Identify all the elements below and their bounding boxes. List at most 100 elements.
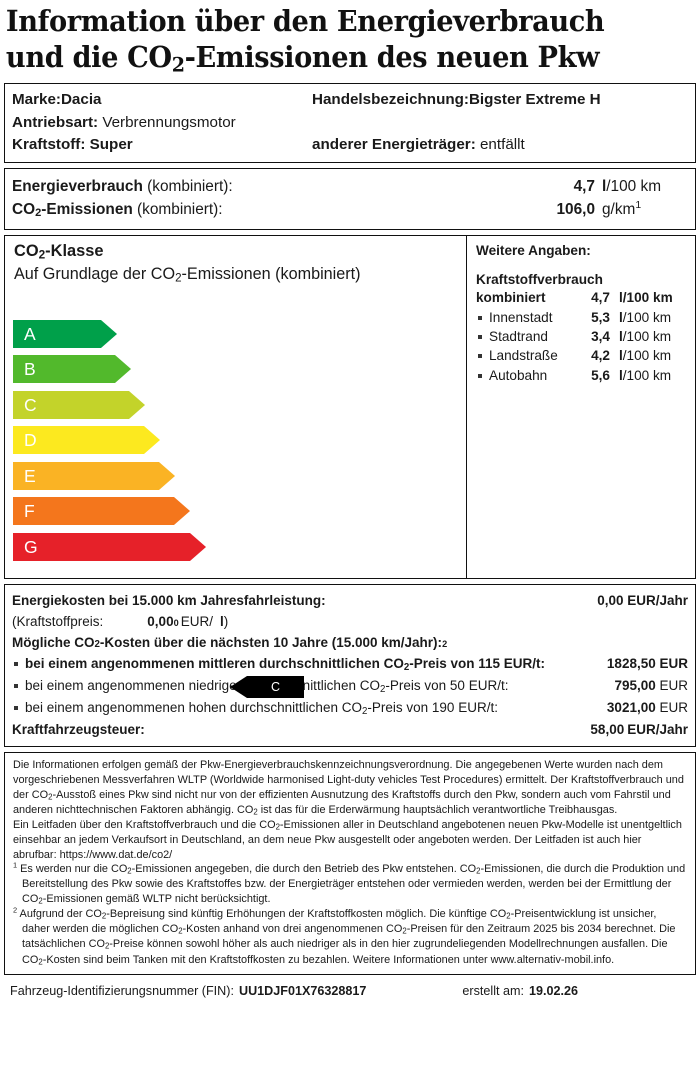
- energy-costs-row: Energiekosten bei 15.000 km Jahresfahrle…: [12, 590, 688, 611]
- anderer-energietraeger-value: entfällt: [479, 135, 525, 153]
- fuel-price-row: (Kraftstoffpreis: 0,00 0 EUR/ l): [12, 611, 688, 632]
- created-label: erstellt am:: [462, 983, 524, 998]
- co2-class-letter: E: [24, 465, 36, 486]
- bar-tip-icon: [190, 532, 206, 561]
- co2-costs-heading: Mögliche CO 2 -Kosten über die nächsten 10…: [12, 632, 688, 653]
- consumption-block: Energieverbrauch (kombiniert): 4,7 l/100…: [4, 167, 696, 230]
- fineprint-block: Die Informationen erfolgen gemäß der Pkw…: [4, 752, 696, 975]
- kraftstoff-label: Kraftstoff:: [12, 135, 86, 153]
- co2-subscript: 2: [476, 866, 481, 876]
- further-info-title: Weitere Angaben:: [476, 242, 591, 258]
- kraftstoff-value: Super: [89, 135, 133, 153]
- bullet-icon: [478, 354, 482, 359]
- fin-label: Fahrzeug-Identifizierungsnummer (FIN):: [10, 983, 234, 998]
- fuel-price-unit: EUR/: [180, 613, 213, 629]
- bar-tip-icon: [101, 319, 117, 348]
- fuel-row-value: 3,4: [591, 328, 610, 344]
- fuel-row-stadtrand: Stadtrand 3,4 l/100 km: [476, 327, 689, 346]
- co2-subscript: 2: [38, 247, 46, 262]
- bar-tip-icon: [129, 390, 145, 419]
- co2-price-unit: EUR/t:: [458, 700, 498, 716]
- energy-consumption-label: Energieverbrauch (kombiniert):: [12, 177, 233, 195]
- co2-class-letter: A: [24, 323, 36, 344]
- bar-tip-icon: [144, 426, 160, 455]
- co2-subscript: 2: [506, 911, 511, 921]
- fuel-row-label: Innenstadt: [489, 309, 553, 325]
- co2-cost-row-amount: 3021,00 EUR: [606, 700, 688, 716]
- co2-cost-row-3: bei einem angenommenen hohen durchschnit…: [12, 697, 688, 719]
- co2-class-indicator-arrow: C: [230, 675, 304, 698]
- co2-price: 115: [474, 656, 504, 672]
- fineprint-paragraph-1: Die Informationen erfolgen gemäß der Pkw…: [13, 759, 684, 817]
- fuel-row-label: Autobahn: [489, 367, 548, 383]
- arrow-body: C: [247, 675, 304, 698]
- co2-cost-row-label: bei einem angenommenen mittleren durchsc…: [12, 653, 607, 675]
- co2-subscript: 2: [38, 896, 43, 906]
- co2-cost-row-2: bei einem angenommenen niedrigen durchsc…: [12, 675, 688, 697]
- co2-class-subtitle: Auf Grundlage der CO2-Emissionen (kombin…: [14, 264, 361, 284]
- handelsbezeichnung-label: Handelsbezeichnung:: [312, 91, 469, 109]
- handelsbezeichnung-value: Bigster Extreme H: [468, 91, 601, 109]
- arrow-head-icon: [230, 675, 247, 698]
- created-value: 19.02.26: [529, 983, 579, 998]
- energy-costs-label: Energiekosten bei 15.000 km Jahresfahrle…: [12, 592, 326, 608]
- co2-subscript: 2: [48, 792, 53, 802]
- co2-cost-row-amount: 795,00 EUR: [614, 678, 688, 694]
- co2-subscript: 2: [35, 207, 42, 220]
- fuel-row-unit: l/100 km: [619, 367, 672, 383]
- co2-class-bar-c: C: [13, 390, 206, 419]
- fuel-row-innenstadt: Innenstadt 5,3 l/100 km: [476, 308, 689, 327]
- co2-class-block: CO2-Klasse Auf Grundlage der CO2-Emissio…: [4, 234, 696, 698]
- fin-value: UU1DJF01X76328817: [238, 983, 367, 998]
- co2-subscript: 2: [275, 822, 280, 832]
- co2-class-bar-e: E: [13, 461, 206, 490]
- co2-class-bar-a: A: [13, 319, 206, 348]
- fuel-row-unit: l/100 km: [619, 309, 672, 325]
- fuel-row-unit: l/100 km: [619, 328, 672, 344]
- identity-row-antriebsart: Antriebsart: Verbrennungsmotor: [12, 112, 688, 134]
- co2-subscript: 2: [94, 639, 100, 651]
- co2-subscript: 2: [104, 942, 110, 952]
- co2-class-letter: D: [24, 430, 37, 451]
- consumption-row-co2: CO2-Emissionen (kombiniert): 106,0 g/km1: [12, 198, 688, 222]
- co2-subscript: 2: [402, 926, 407, 936]
- co2-subscript: 2: [253, 807, 258, 817]
- co2-class-letter: F: [24, 501, 35, 522]
- vehicle-identity-block: Marke:Dacia Handelsbezeichnung:Bigster E…: [4, 83, 696, 163]
- page-title-line1: Information über den Energieverbrauch: [5, 4, 605, 38]
- co2-class-bar-g: G: [13, 532, 206, 561]
- co2-emissions-unit: g/km1: [602, 199, 642, 219]
- co2-class-letter: C: [24, 394, 37, 415]
- fuel-price-value: 0,00: [147, 613, 174, 629]
- identity-row-marke: Marke:Dacia Handelsbezeichnung:Bigster E…: [12, 89, 688, 111]
- co2-class-bar-b: B: [13, 355, 206, 384]
- fuel-row-landstrae: Landstraße 4,2 l/100 km: [476, 346, 689, 365]
- bar-tip-icon: [174, 497, 190, 526]
- fuel-row-label: Stadtrand: [489, 328, 548, 344]
- fuel-row-unit: l/100 km: [619, 348, 672, 364]
- co2-subscript: 2: [379, 684, 386, 696]
- bar-body: [13, 426, 144, 455]
- energy-consumption-value: 4,7: [573, 177, 595, 195]
- bullet-icon: [478, 373, 482, 378]
- energy-consumption-unit: l/100 km: [602, 177, 662, 195]
- co2-subscript: 2: [361, 706, 368, 718]
- co2-price-unit: EUR/t:: [503, 656, 546, 672]
- page-title: Information über den Energieverbrauch un…: [4, 0, 665, 83]
- co2-class-letter: G: [24, 536, 38, 557]
- bar-body: [13, 532, 190, 561]
- co2-subscript: 2: [403, 662, 410, 674]
- co2-subscript: 2: [101, 911, 107, 921]
- bar-body: [13, 355, 115, 384]
- fuel-row-value: 5,3: [591, 309, 610, 325]
- fineprint-paragraph-2: Ein Leitfaden über den Kraftstoffverbrau…: [13, 818, 682, 861]
- footer: Fahrzeug-Identifizierungsnummer (FIN): U…: [4, 975, 696, 998]
- co2-emissions-label: CO2-Emissionen (kombiniert):: [12, 201, 223, 220]
- bullet-icon: [14, 684, 18, 689]
- handelsbezeichnung-field: Handelsbezeichnung:Bigster Extreme H: [312, 89, 688, 111]
- fuel-row-autobahn: Autobahn 5,6 l/100 km: [476, 366, 689, 385]
- bullet-icon: [478, 334, 482, 339]
- vehicle-tax-value: 58,00 EUR/Jahr: [590, 722, 688, 738]
- consumption-row-energy: Energieverbrauch (kombiniert): 4,7 l/100…: [12, 175, 688, 198]
